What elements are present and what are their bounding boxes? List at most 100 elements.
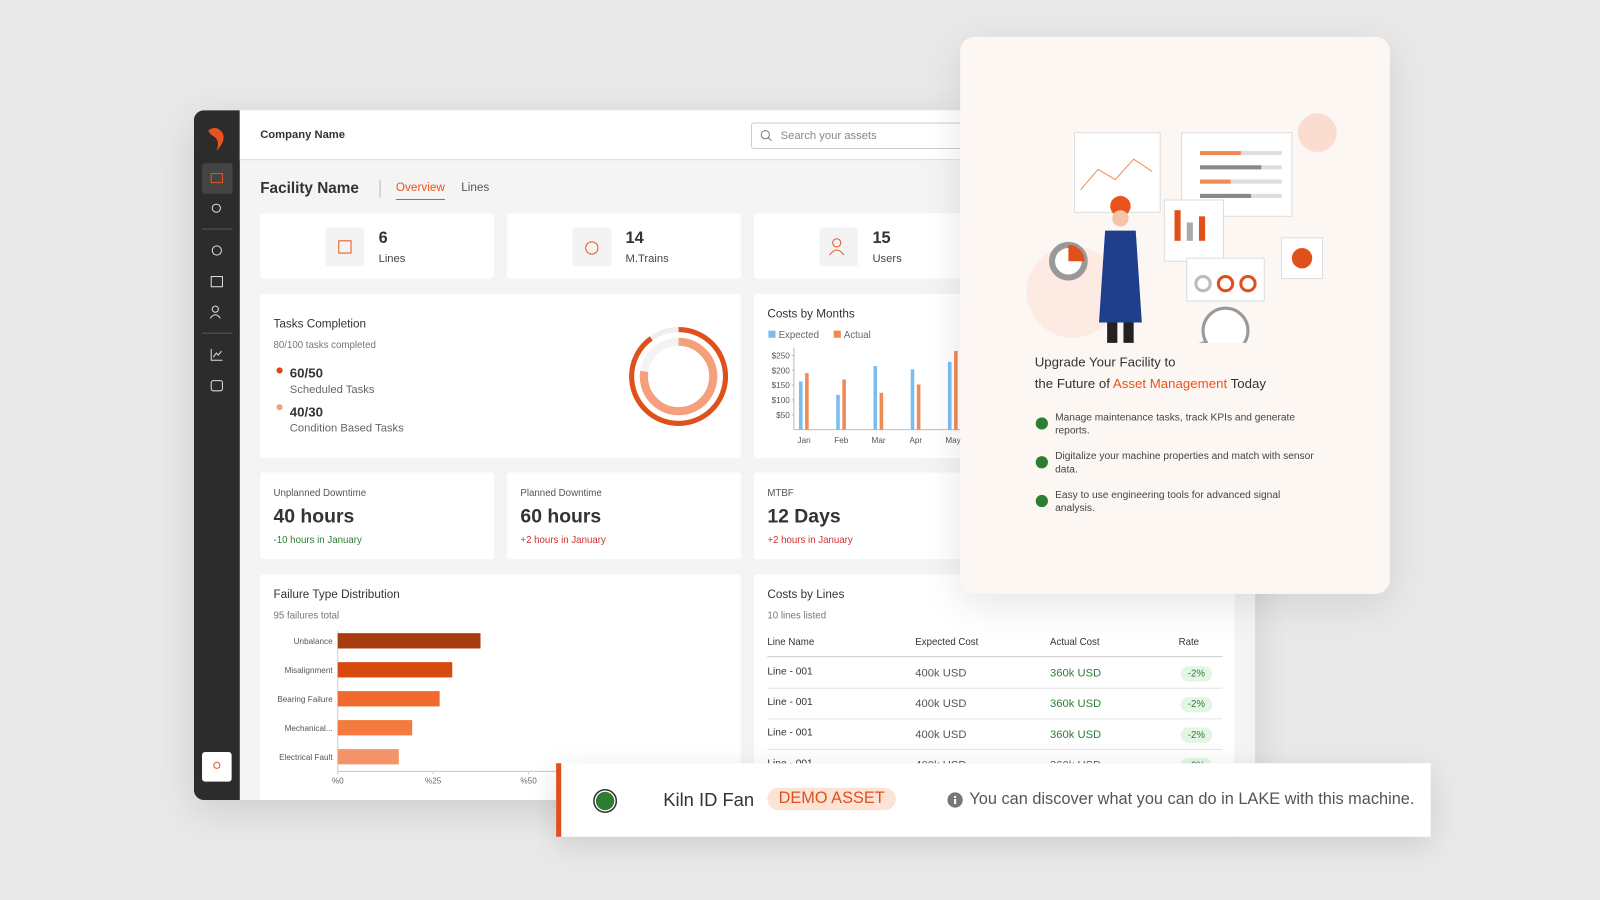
kpi-card: Unplanned Downtime 40 hours -10 hours in…: [260, 472, 494, 560]
active-nav[interactable]: [202, 163, 233, 194]
category-label: Unbalance: [294, 637, 333, 646]
search-icon: [760, 130, 772, 142]
legend-swatch: [768, 330, 776, 338]
rate-pill: -2%: [1180, 727, 1213, 743]
bar: [879, 392, 884, 430]
category-label: Misalignment: [285, 666, 334, 675]
divider: [202, 332, 233, 334]
rate-pill: -2%: [1180, 666, 1213, 682]
nav-icon[interactable]: [209, 200, 224, 215]
bar: [947, 361, 952, 430]
task-value: 40/30: [289, 404, 324, 420]
header-rule: [767, 656, 1223, 658]
bar: [337, 633, 481, 649]
column-header: Line Name: [767, 636, 815, 648]
failure-chart: %0 %25 %50 Unbalance Misalignment Bearing Fai…: [277, 630, 715, 786]
check-icon: [1035, 456, 1048, 469]
bar: [910, 369, 915, 430]
cell: 400k USD: [915, 728, 967, 741]
stat-card: 14 M.Trains: [507, 213, 741, 279]
cell: 400k USD: [915, 759, 967, 766]
bar: [916, 384, 921, 430]
card-subtitle: 10 lines listed: [767, 610, 827, 622]
kpi-label: Planned Downtime: [520, 487, 602, 499]
promo-bullet: Digitalize your machine properties and m…: [1055, 451, 1314, 476]
y-tick-label: $150: [772, 381, 791, 390]
x-tick-label: %25: [425, 777, 442, 786]
column-header: Expected Cost: [915, 636, 979, 648]
kpi-delta: +2 hours in January: [767, 534, 853, 546]
facility-title: Facility Name: [260, 179, 359, 197]
cell: Line - 001: [767, 727, 813, 739]
category-label: Bearing Failure: [277, 695, 333, 704]
kpi-card: MTBF 12 Days +2 hours in January: [754, 472, 988, 560]
cell: 400k USD: [915, 667, 967, 680]
cell: Line - 001: [767, 696, 813, 709]
stat-icon: [819, 227, 859, 267]
nav-icon[interactable]: [209, 304, 224, 319]
cell: 360k USD: [1049, 667, 1102, 680]
x-tick-label: Jan: [798, 436, 811, 445]
category-label: Mechanical...: [285, 724, 333, 733]
rate-pill: -2%: [1180, 696, 1213, 713]
card-subtitle: 80/100 tasks completed: [273, 339, 376, 352]
cell: Line - 001: [767, 758, 813, 766]
company-name: Company Name: [260, 128, 346, 141]
stat-value: 6: [378, 229, 388, 247]
bar: [873, 366, 878, 430]
nav-icon[interactable]: [209, 378, 224, 393]
x-tick-label: Feb: [834, 436, 849, 445]
stat-value: 14: [625, 229, 644, 247]
failure-card: Failure Type Distribution 95 failures to…: [260, 574, 741, 800]
category-label: Electrical Fault: [279, 753, 333, 762]
legend-label: Actual: [844, 330, 871, 341]
check-icon: [1035, 417, 1048, 430]
bar: [337, 662, 453, 678]
card-title: Tasks Completion: [273, 318, 367, 331]
x-tick-label: May: [945, 436, 961, 445]
nav-icon[interactable]: [209, 243, 224, 258]
x-tick-label: Mar: [872, 436, 886, 445]
task-value: 60/50: [289, 365, 324, 381]
toast-message: You can discover what you can do in LAKE…: [969, 790, 1415, 809]
bar: [954, 350, 958, 430]
y-tick-label: $100: [772, 396, 791, 405]
kpi-card: Planned Downtime 60 hours +2 hours in Ja…: [507, 472, 741, 560]
y-tick-label: $250: [772, 351, 791, 360]
logo: [208, 127, 224, 152]
x-tick-label: %50: [520, 777, 537, 786]
divider: [202, 228, 233, 230]
nav-icon[interactable]: [209, 273, 224, 288]
help-button[interactable]: [202, 752, 232, 782]
legend-swatch: [833, 330, 841, 338]
search-box[interactable]: Search your assets: [751, 122, 1019, 149]
stat-icon: [572, 227, 612, 267]
asset-toast[interactable]: Kiln ID Fan DEMO ASSET You can discover …: [556, 763, 1431, 837]
illustration: [1026, 113, 1337, 343]
search-placeholder: Search your assets: [780, 129, 877, 142]
bar: [836, 394, 840, 430]
nav-icon[interactable]: [209, 347, 224, 362]
bar: [805, 373, 809, 430]
card-title: Costs by Months: [767, 308, 855, 321]
cell: Line - 001: [767, 666, 813, 678]
promo-title-text: the Future of: [1034, 375, 1110, 391]
cell: 360k USD: [1049, 759, 1102, 766]
progress-rings: [629, 327, 729, 427]
tab[interactable]: Overview: [395, 182, 445, 200]
stat-label: M.Trains: [625, 253, 669, 266]
tab[interactable]: Lines: [461, 181, 490, 194]
kpi-value: 40 hours: [273, 506, 355, 528]
kpi-value: 60 hours: [520, 506, 602, 528]
tasks-card: Tasks Completion 80/100 tasks completed …: [260, 293, 741, 459]
row-rule: [767, 748, 1223, 750]
separator: [379, 179, 381, 198]
check-icon: [1035, 494, 1048, 508]
promo-title: Upgrade Your Facility to: [1034, 354, 1176, 370]
task-label: Condition Based Tasks: [289, 422, 404, 435]
costs-table: Line Name Expected Cost Actual Cost Rate Lin…: [754, 574, 1235, 766]
cell: 360k USD: [1049, 697, 1102, 711]
bar: [337, 691, 440, 707]
